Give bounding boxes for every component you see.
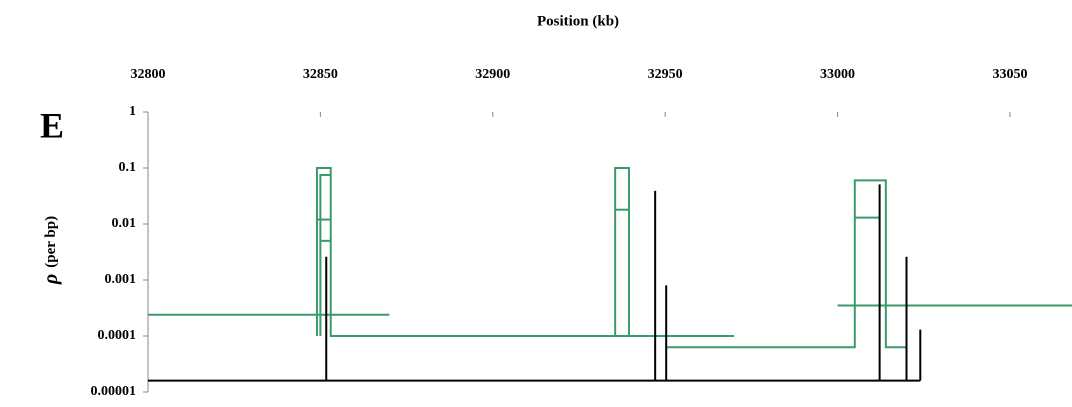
y-tick-label: 0.01	[112, 216, 137, 231]
x-tick-label: 32900	[475, 67, 510, 82]
step-line	[665, 179, 907, 349]
panel-label: E	[40, 105, 64, 145]
y-axis-symbol: ρ	[40, 274, 62, 285]
x-tick-label: 32850	[303, 67, 338, 82]
step-line	[315, 167, 735, 337]
x-axis-title: Position (kb)	[537, 13, 619, 29]
x-tick-label: 33000	[820, 67, 855, 82]
y-tick-label: 0.001	[105, 272, 137, 287]
y-axis-title: ρ (per bp)	[40, 216, 62, 285]
step-line	[614, 167, 630, 336]
y-tick-label: 0.00001	[91, 384, 137, 399]
x-tick-label: 33050	[992, 67, 1027, 82]
y-tick-label: 0.1	[119, 160, 137, 175]
y-tick-label: 0.0001	[98, 328, 137, 343]
x-tick-label: 32950	[648, 67, 683, 82]
step-line	[319, 173, 331, 336]
y-axis-unit: (per bp)	[43, 216, 59, 268]
x-tick-label: 32800	[131, 67, 166, 82]
y-tick-label: 1	[129, 104, 136, 119]
